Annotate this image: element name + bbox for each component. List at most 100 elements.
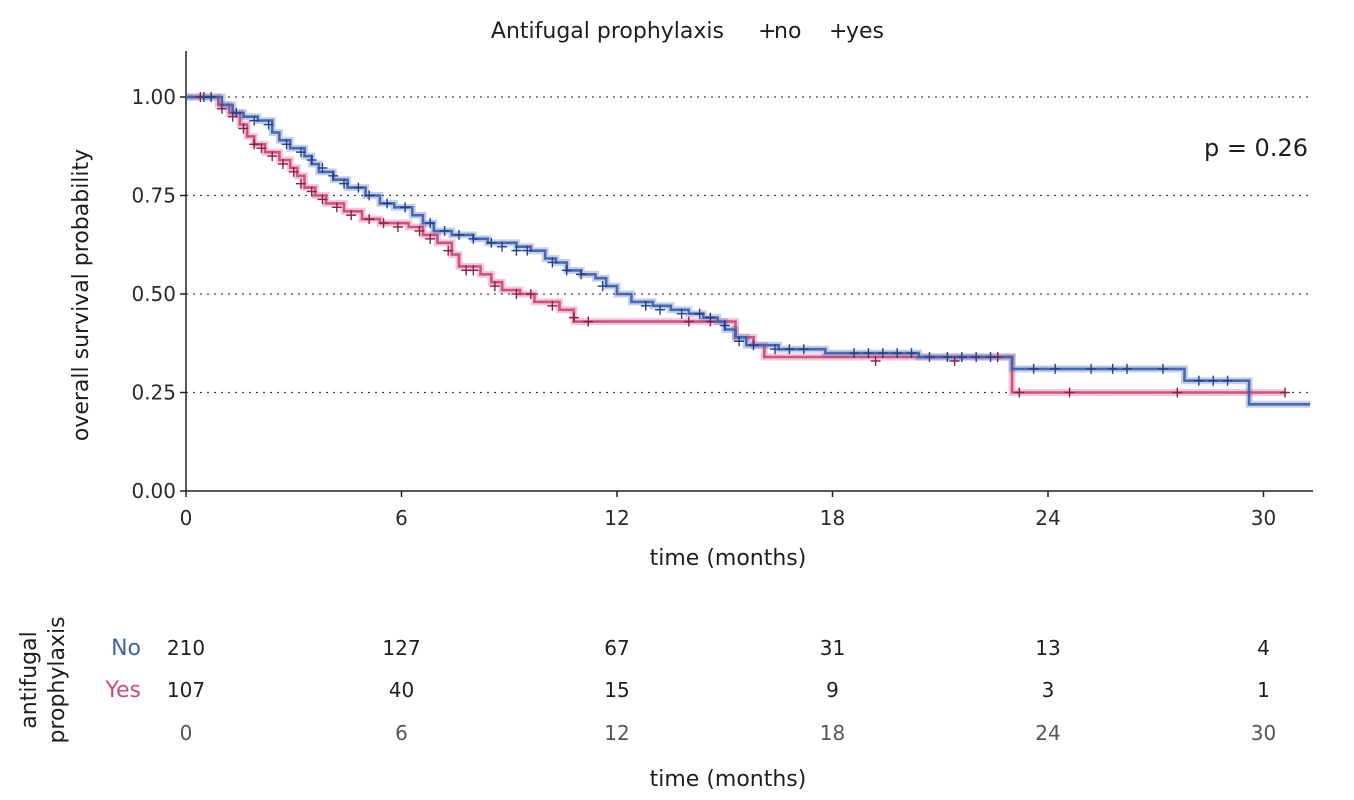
- censor-mark-no-25: [547, 300, 558, 311]
- censor-mark-yes-20: [497, 241, 508, 252]
- censor-mark-yes-51: [1107, 363, 1118, 374]
- risk-count-1-3: 9: [826, 678, 839, 702]
- censor-mark-yes-11: [353, 182, 364, 193]
- risk-count-1-0: 107: [167, 678, 205, 702]
- censor-mark-yes-27: [640, 300, 651, 311]
- risk-count-0-0: 210: [167, 636, 205, 660]
- censor-mark-yes-23: [547, 257, 558, 268]
- risk-count-0-5: 4: [1257, 636, 1270, 660]
- censor-mark-yes-41: [892, 348, 903, 359]
- x-tick-label-1: 6: [395, 506, 408, 530]
- censor-mark-yes-32: [719, 320, 730, 331]
- legend-label-no: no: [774, 19, 801, 44]
- censor-mark-yes-42: [906, 348, 917, 359]
- censor-mark-no-10: [306, 186, 317, 197]
- y-tick-label-0: 0.00: [131, 479, 176, 503]
- censor-mark-no-33: [1014, 387, 1025, 398]
- p-value-annotation: p = 0.26: [1204, 134, 1308, 162]
- risk-count-1-4: 3: [1042, 678, 1055, 702]
- risk-time-label-0: 0: [180, 721, 193, 745]
- censor-mark-no-30: [870, 355, 881, 366]
- legend-glyph-yes: +: [829, 19, 847, 44]
- y-tick-label-3: 0.75: [131, 184, 176, 208]
- x-tick-label-4: 24: [1035, 506, 1060, 530]
- axes: [185, 51, 1313, 492]
- censor-mark-yes-38: [849, 348, 860, 359]
- x-tick-label-0: 0: [180, 506, 193, 530]
- censor-mark-yes-34: [748, 340, 759, 351]
- censor-mark-yes-52: [1122, 363, 1133, 374]
- x-tick-label-5: 30: [1251, 506, 1276, 530]
- censor-mark-no-19: [443, 245, 454, 256]
- risk-count-1-1: 40: [389, 678, 414, 702]
- censor-mark-no-6: [267, 151, 278, 162]
- censor-mark-yes-21: [511, 245, 522, 256]
- y-tick-labels: 0.00 0.25 0.50 0.75 1.00: [131, 85, 186, 503]
- censor-mark-yes-17: [453, 229, 464, 240]
- censor-mark-yes-37: [798, 344, 809, 355]
- y-tick-label-1: 0.25: [131, 381, 176, 405]
- gridlines: [186, 96, 1308, 394]
- censor-mark-yes-44: [942, 352, 953, 363]
- censor-mark-yes-56: [1222, 375, 1233, 386]
- censor-mark-no-34: [1064, 387, 1075, 398]
- censor-mark-no-1: [216, 103, 227, 114]
- censor-mark-yes-9: [328, 170, 339, 181]
- censor-mark-yes-6: [295, 147, 306, 158]
- risk-count-1-5: 1: [1257, 678, 1270, 702]
- censor-mark-no-11: [317, 194, 328, 205]
- censor-mark-yes-5: [281, 139, 292, 150]
- censor-mark-yes-8: [317, 162, 328, 173]
- censor-mark-yes-2: [231, 107, 242, 118]
- x-axis-title: time (months): [650, 546, 807, 571]
- risk-count-0-1: 127: [382, 636, 420, 660]
- censor-mark-yes-55: [1208, 375, 1219, 386]
- censor-mark-yes-33: [734, 336, 745, 347]
- legend: Antifugal prophylaxis + no + yes: [491, 19, 884, 44]
- censor-mark-no-35: [1172, 387, 1183, 398]
- censor-mark-no-14: [364, 214, 375, 225]
- risk-time-label-4: 24: [1035, 721, 1060, 745]
- censor-mark-yes-39: [863, 348, 874, 359]
- censor-mark-yes-26: [597, 281, 608, 292]
- risk-count-0-4: 13: [1035, 636, 1060, 660]
- censor-mark-yes-10: [339, 178, 350, 189]
- risk-table-x-axis-title: time (months): [650, 767, 807, 792]
- censor-mark-no-18: [425, 233, 436, 244]
- censor-mark-yes-16: [439, 225, 450, 236]
- legend-title: Antifugal prophylaxis: [491, 19, 724, 44]
- legend-glyph-no: +: [758, 19, 776, 44]
- censor-mark-no-8: [288, 166, 299, 177]
- censor-mark-no-5: [256, 143, 267, 154]
- risk-time-label-1: 6: [395, 721, 408, 745]
- x-tick-label-2: 12: [604, 506, 629, 530]
- censor-mark-no-9: [295, 178, 306, 189]
- censor-mark-yes-49: [1050, 363, 1061, 374]
- censor-mark-no-26: [568, 312, 579, 323]
- censor-mark-yes-47: [985, 352, 996, 363]
- risk-table-title-line1: antifugal: [17, 631, 42, 728]
- risk-row-label-0: No: [111, 636, 141, 661]
- censor-mark-yes-19: [486, 237, 497, 248]
- risk-count-0-3: 31: [820, 636, 845, 660]
- censor-mark-no-23: [511, 289, 522, 299]
- risk-table: antifugal prophylaxis time (months) No 21…: [17, 616, 1276, 792]
- censor-mark-yes-13: [382, 198, 393, 209]
- risk-time-label-2: 12: [604, 721, 629, 745]
- censor-mark-no-3: [238, 123, 249, 134]
- censor-mark-no-24: [525, 289, 536, 299]
- censor-mark-yes-43: [924, 352, 935, 363]
- curve-band-no: [186, 93, 1285, 396]
- censor-mark-no-4: [249, 139, 260, 150]
- censor-mark-no-22: [489, 281, 500, 292]
- curve-no: [186, 95, 1285, 394]
- risk-count-1-2: 15: [604, 678, 629, 702]
- censor-mark-no-12: [331, 202, 342, 213]
- risk-count-0-2: 67: [604, 636, 629, 660]
- censor-mark-yes-40: [877, 348, 888, 359]
- y-tick-label-4: 1.00: [131, 85, 176, 109]
- censor-mark-yes-46: [971, 352, 982, 363]
- x-tick-labels: 0 6 12 18 24 30: [180, 491, 1276, 530]
- censor-mark-no-21: [468, 265, 479, 276]
